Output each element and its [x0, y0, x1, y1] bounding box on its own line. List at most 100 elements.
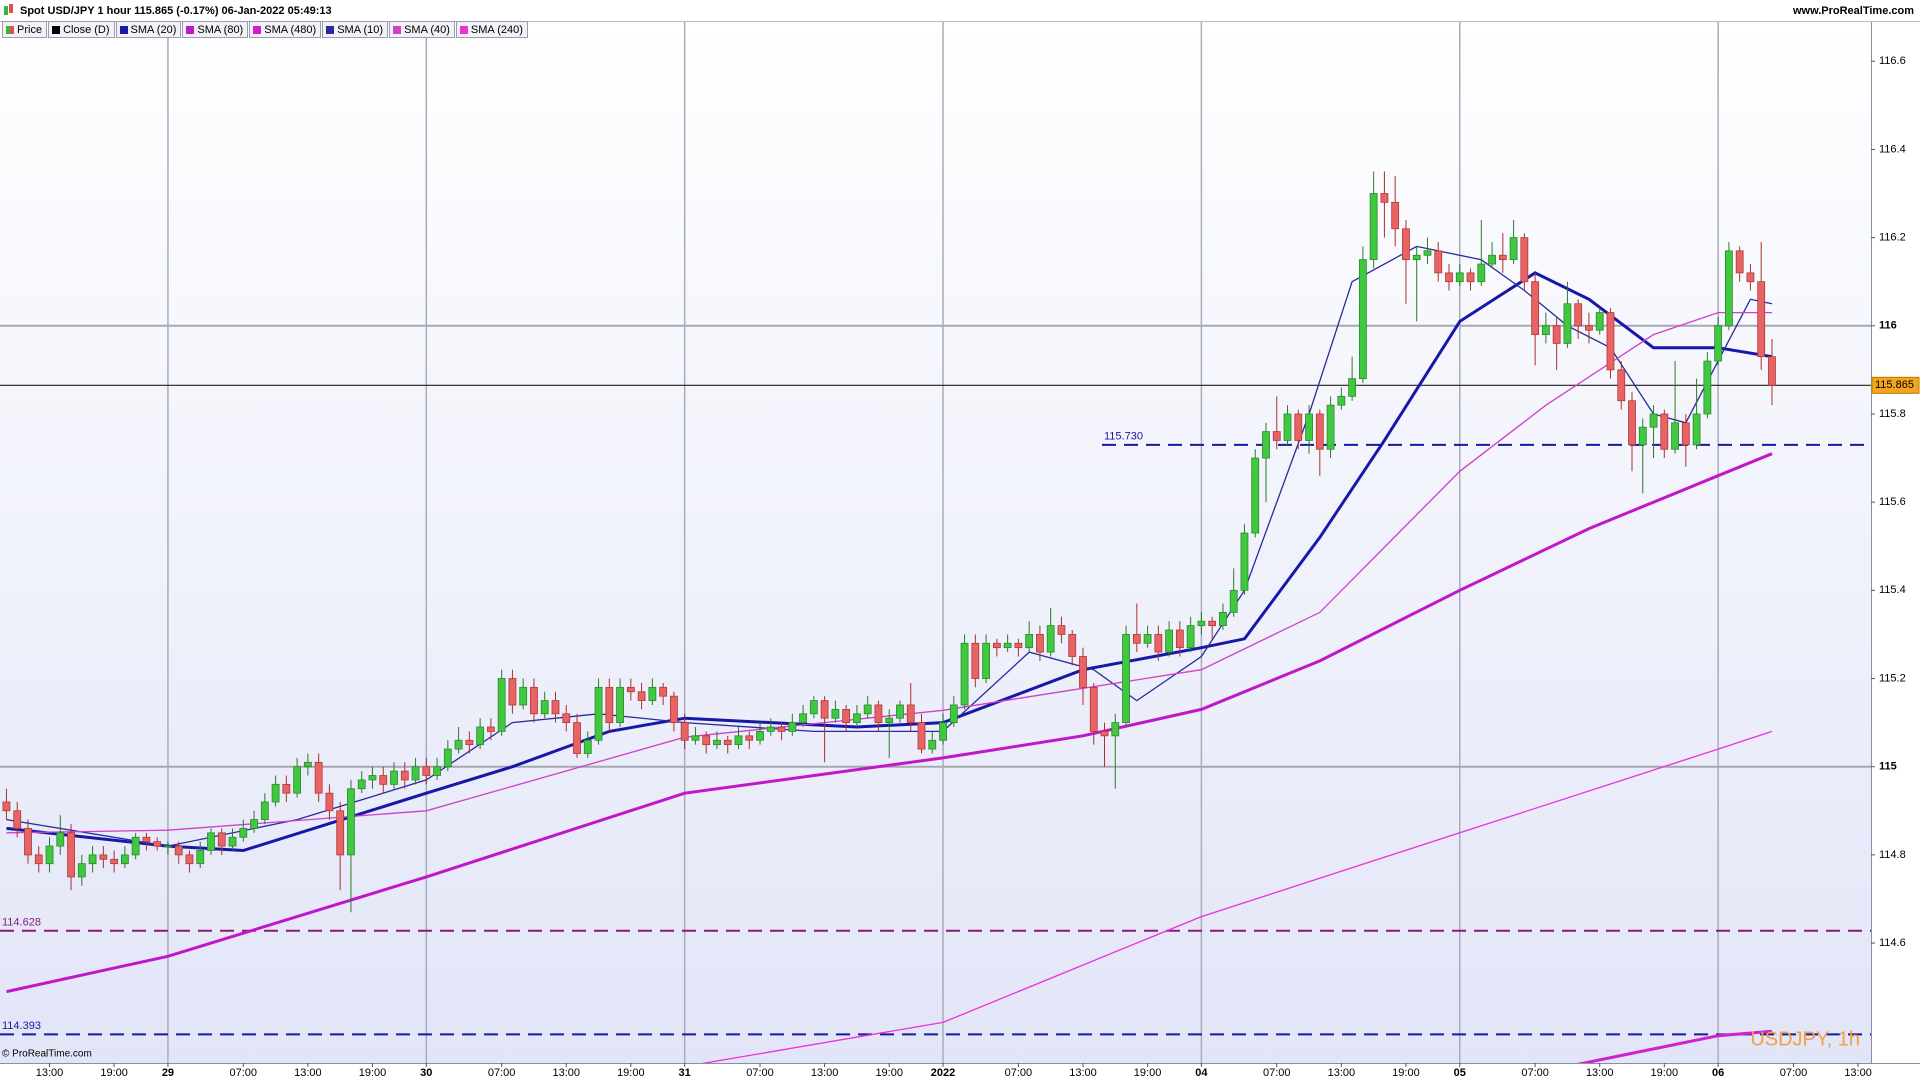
- legend-item[interactable]: SMA (240): [455, 21, 528, 38]
- candle-body: [45, 845, 54, 865]
- candle-body: [476, 726, 485, 746]
- candle-body: [1122, 634, 1130, 724]
- candle-body: [1638, 426, 1647, 446]
- candle-body: [562, 713, 571, 724]
- legend-item[interactable]: SMA (40): [389, 21, 455, 38]
- candle-body: [809, 700, 818, 715]
- legend-swatch: [52, 25, 61, 34]
- candle-body: [1036, 634, 1044, 653]
- x-tick-label: 19:00: [1392, 1067, 1420, 1079]
- x-tick-label: 07:00: [1780, 1067, 1808, 1079]
- legend-label: SMA (80): [197, 23, 244, 36]
- candle-body: [1628, 400, 1636, 446]
- x-tick-label: 13:00: [811, 1067, 839, 1079]
- candle-body: [24, 828, 32, 856]
- candle-body: [433, 766, 441, 776]
- candle-body: [1455, 272, 1464, 283]
- candle-body: [583, 739, 592, 754]
- candle-body: [1337, 395, 1346, 406]
- site-link[interactable]: www.ProRealTime.com: [1792, 5, 1914, 17]
- x-tick-label: 19:00: [100, 1067, 128, 1079]
- candle-body: [573, 722, 581, 754]
- legend-item[interactable]: Close (D): [48, 21, 115, 38]
- x-tick-label: 19:00: [1651, 1067, 1679, 1079]
- candle-body: [1305, 413, 1313, 441]
- candle-body: [788, 722, 797, 732]
- candle-body: [756, 731, 764, 741]
- candle-body: [303, 761, 312, 768]
- candle-body: [863, 704, 872, 715]
- candle-body: [379, 775, 388, 785]
- candle-body: [713, 739, 721, 746]
- candle-body: [1025, 634, 1034, 649]
- candle-body: [13, 810, 22, 829]
- candle-body: [271, 783, 280, 803]
- candle-body: [540, 700, 549, 715]
- candle-body: [1466, 272, 1475, 283]
- candle-body: [1219, 611, 1227, 627]
- candle-body: [648, 686, 657, 701]
- y-tick-label: 116.6: [1879, 55, 1906, 67]
- legend-swatch: [253, 25, 262, 34]
- plot-background: [0, 22, 1871, 1063]
- x-tick-label: 2022: [931, 1067, 955, 1079]
- candle-body: [1520, 237, 1529, 283]
- candle-body: [347, 788, 355, 856]
- y-tick-label: 116.2: [1879, 232, 1906, 244]
- candle-body: [1079, 656, 1087, 688]
- candle-body: [1595, 312, 1604, 331]
- candle-body: [368, 775, 377, 781]
- legend-label: SMA (10): [337, 23, 384, 36]
- y-tick-label: 115.8: [1879, 408, 1906, 420]
- candle-body: [594, 686, 603, 741]
- candle-body: [626, 686, 635, 693]
- candle-body: [56, 832, 65, 847]
- candle-body: [217, 832, 226, 847]
- candle-body: [1100, 731, 1109, 737]
- candle-body: [1348, 378, 1357, 397]
- level-label: 114.393: [2, 1020, 41, 1032]
- candle-body: [1175, 629, 1184, 649]
- candle-body: [659, 686, 668, 697]
- candle-body: [228, 836, 237, 847]
- candle-body: [325, 792, 334, 812]
- candle-body: [1272, 431, 1281, 441]
- candle-body: [99, 854, 108, 860]
- header-icon: [4, 6, 8, 15]
- candle-body: [1746, 272, 1755, 283]
- candle-body: [1498, 254, 1507, 261]
- x-tick-label: 05: [1454, 1067, 1466, 1079]
- legend-item[interactable]: SMA (80): [182, 21, 249, 38]
- candle-body: [422, 766, 431, 776]
- candle-body: [1703, 360, 1712, 415]
- level-label: 115.730: [1104, 431, 1143, 443]
- x-tick-label: 07:00: [1263, 1067, 1291, 1079]
- candle-body: [1541, 325, 1550, 336]
- candle-body: [1477, 263, 1486, 283]
- candle-body: [842, 708, 851, 724]
- legend-item[interactable]: SMA (480): [249, 21, 322, 38]
- candle-body: [1358, 259, 1367, 380]
- candle-body: [443, 748, 452, 768]
- candle-body: [110, 858, 119, 865]
- candle-body: [454, 739, 463, 750]
- candle-body: [1552, 325, 1561, 344]
- x-tick-label: 13:00: [1328, 1067, 1356, 1079]
- candle-body: [260, 801, 269, 821]
- legend-item[interactable]: SMA (10): [322, 21, 389, 38]
- sma-line: [1577, 1029, 1773, 1063]
- legend-swatch: [119, 25, 128, 34]
- legend: Price Close (D) SMA (20) SMA (80) SMA (480…: [2, 21, 528, 38]
- candle-body: [164, 845, 172, 848]
- candle-body: [1660, 413, 1669, 450]
- legend-item[interactable]: SMA (20): [115, 21, 182, 38]
- candle-body: [196, 850, 205, 865]
- sma-line: [6, 452, 1773, 994]
- candle-body: [723, 739, 732, 746]
- candle-body: [1681, 422, 1690, 446]
- legend-item[interactable]: Price: [2, 21, 48, 38]
- candle-body: [1445, 272, 1453, 283]
- candle-body: [939, 722, 947, 741]
- x-tick-label: 19:00: [875, 1067, 903, 1079]
